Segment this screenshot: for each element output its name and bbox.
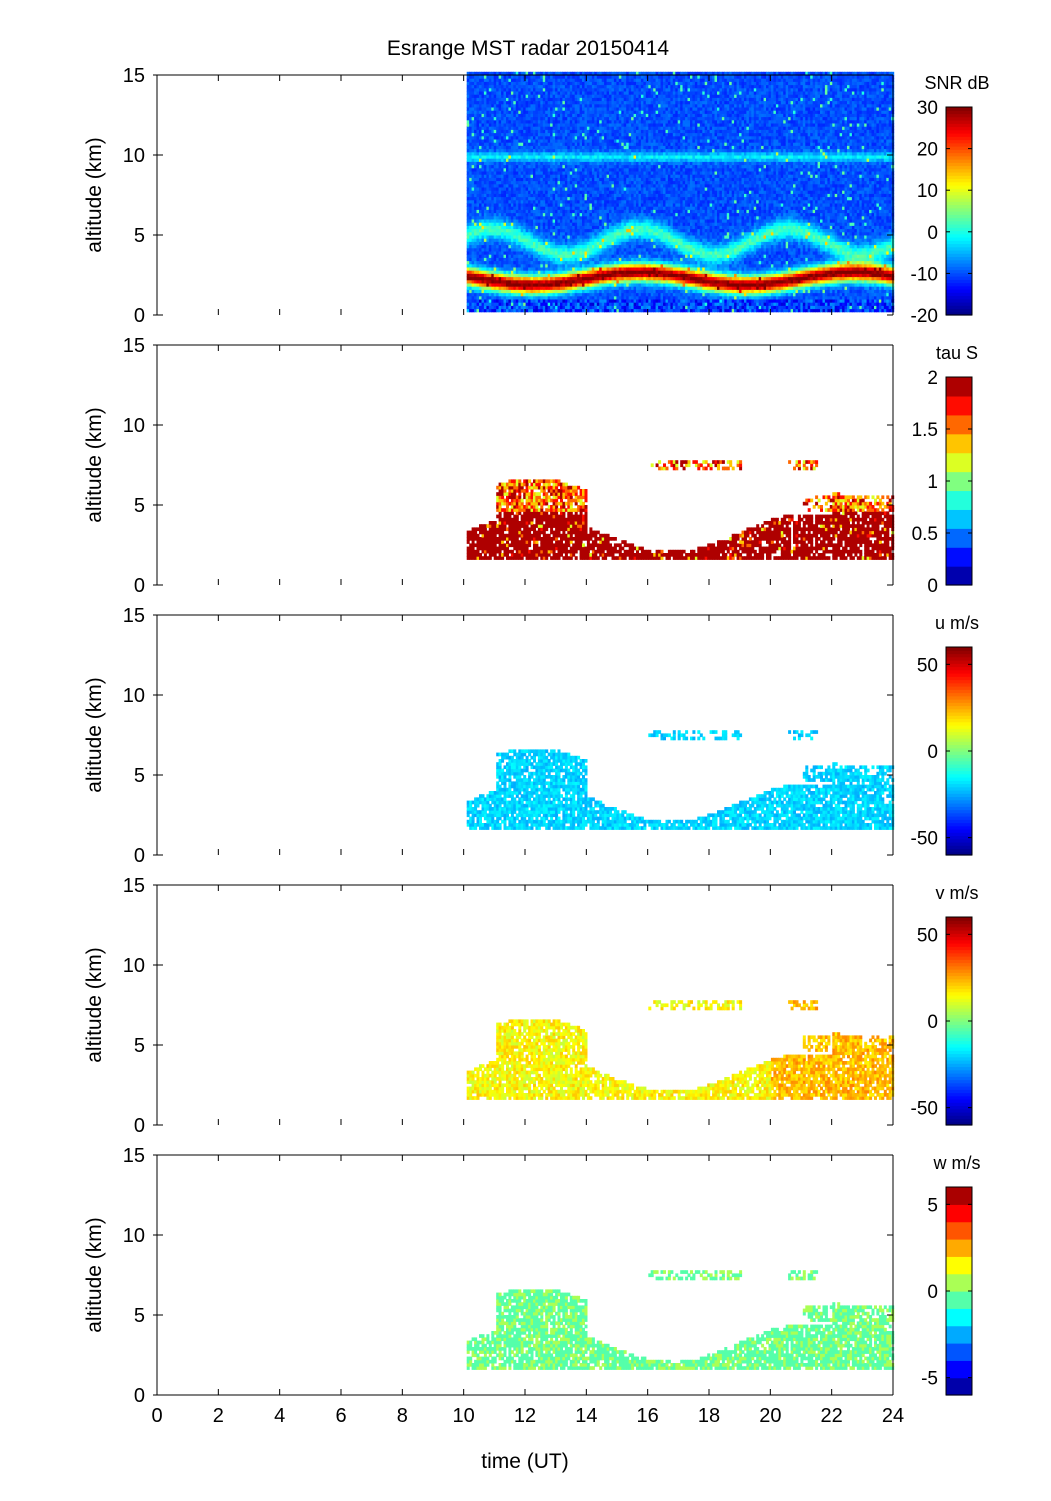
x-axis-label: time (UT): [481, 1450, 569, 1473]
figure-title: Esrange MST radar 20150414: [387, 37, 669, 60]
heatmap-snr: [467, 72, 895, 313]
